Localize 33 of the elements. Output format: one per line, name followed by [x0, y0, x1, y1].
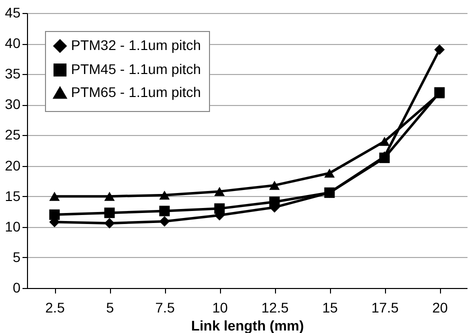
point — [324, 168, 335, 178]
x-tick-label: 12.5 — [261, 300, 289, 316]
x-tick-label: 5 — [106, 300, 114, 316]
point — [104, 208, 115, 218]
point — [159, 216, 170, 227]
legend-label: PTM45 - 1.1um pitch — [71, 61, 201, 77]
x-tick-label: 15 — [322, 300, 338, 316]
y-tick-label: 10 — [4, 218, 21, 234]
y-tick-label: 30 — [4, 96, 21, 112]
x-tick-label: 7.5 — [155, 300, 175, 316]
point — [214, 186, 225, 196]
point — [104, 218, 115, 228]
legend-label: PTM32 - 1.1um pitch — [71, 37, 201, 53]
legend-label: PTM65 - 1.1um pitch — [71, 84, 201, 100]
y-tick-label: 40 — [4, 35, 21, 52]
point — [49, 192, 60, 201]
y-tick-label: 15 — [4, 188, 21, 204]
y-tick-label: 45 — [4, 4, 21, 20]
y-tick-label: 25 — [4, 126, 21, 143]
x-tick-label: 17.5 — [371, 300, 399, 316]
x-tick-label: 10 — [212, 300, 228, 316]
y-tick-label: 5 — [12, 248, 21, 265]
point — [159, 206, 170, 216]
point — [379, 136, 390, 146]
y-tick-label: 20 — [4, 157, 21, 174]
x-tick-label: 2.5 — [45, 300, 65, 316]
point — [434, 44, 445, 55]
point — [159, 190, 170, 200]
point — [104, 192, 115, 201]
y-tick-label: 0 — [12, 280, 21, 296]
x-tick-label: 20 — [432, 300, 448, 316]
y-tick-label: 35 — [4, 66, 21, 82]
point — [269, 180, 280, 190]
